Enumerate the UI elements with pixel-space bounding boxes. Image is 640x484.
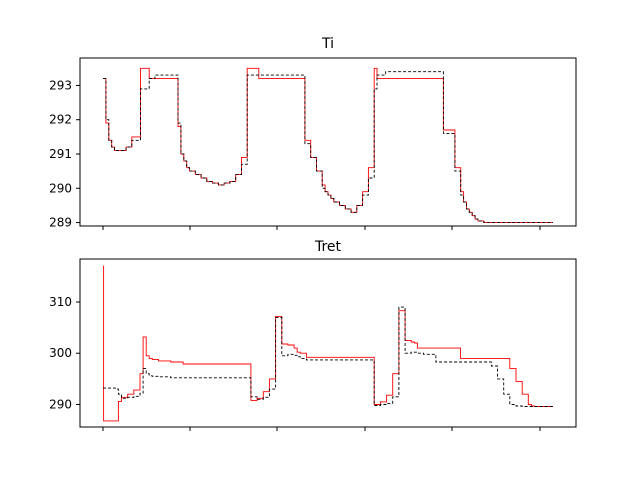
ti-series-dashed-line (103, 71, 553, 224)
ti-y-tick-label: 292 (49, 113, 72, 127)
tret-series-solid-line (103, 265, 553, 422)
tret-panel: Tret 290 300 310 (49, 239, 577, 431)
tret-plot-frame (79, 258, 577, 428)
ti-y-tick-label: 290 (49, 181, 72, 195)
tret-series-dashed-line (103, 306, 553, 407)
ti-y-tick-label: 289 (49, 216, 72, 230)
tret-y-tick-label: 300 (49, 346, 72, 360)
ti-y-tick-label: 293 (49, 78, 72, 92)
ti-panel-title: Ti (321, 36, 334, 52)
ti-plot-frame (79, 57, 577, 227)
tret-panel-title: Tret (314, 239, 342, 255)
tret-y-tick-label: 310 (49, 295, 72, 309)
ti-y-tick-label: 291 (49, 147, 72, 161)
ti-panel: Ti 289 290 291 292 293 (49, 36, 577, 230)
tret-y-tick-label: 290 (49, 397, 72, 411)
